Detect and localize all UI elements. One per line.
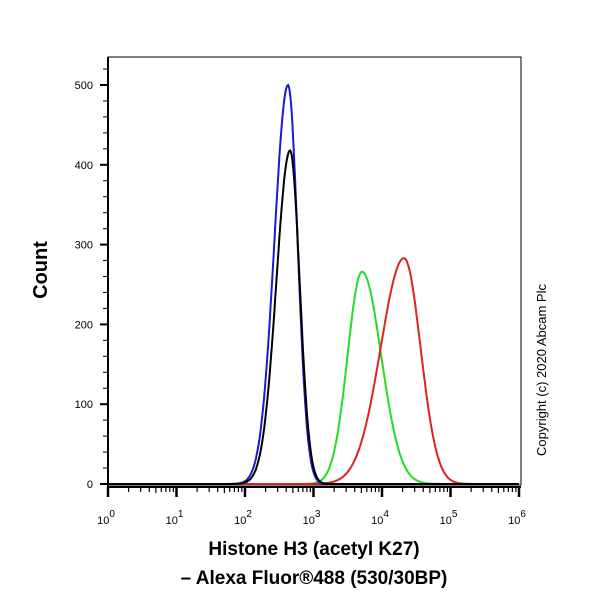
y-tick-label: 0 (87, 479, 93, 491)
histogram-series-1 (108, 149, 519, 485)
x-tick-label: 105 (440, 509, 458, 527)
histogram-series-2 (108, 270, 519, 485)
x-axis-label-line2: – Alexa Fluor®488 (530/30BP) (181, 568, 448, 589)
y-tick-label: 100 (75, 399, 93, 411)
y-tick-label: 200 (75, 319, 93, 331)
x-tick-label: 102 (234, 509, 252, 527)
copyright-annotation: Copyright (c) 2020 Abcam Plc (534, 284, 549, 456)
y-tick-label: 300 (75, 240, 93, 252)
x-tick-label: 101 (166, 509, 184, 527)
series-group (108, 83, 519, 485)
y-tick-label: 500 (75, 80, 93, 92)
x-tick-label: 106 (508, 509, 526, 527)
y-ticks: 0 100 200 300 400 500 (75, 68, 108, 491)
plot-frame (107, 56, 522, 486)
x-tick-label: 104 (371, 509, 389, 527)
x-axis-label-line1: Histone H3 (acetyl K27) (208, 539, 419, 560)
histogram-series-3 (108, 257, 519, 485)
x-tick-label: 103 (303, 509, 321, 527)
y-tick-label: 400 (75, 160, 93, 172)
x-tick-label: 100 (97, 509, 115, 527)
histogram-series-0 (108, 83, 519, 485)
x-ticks: 100 101 102 103 104 105 106 (97, 487, 526, 527)
y-axis-label: Count (30, 241, 52, 299)
